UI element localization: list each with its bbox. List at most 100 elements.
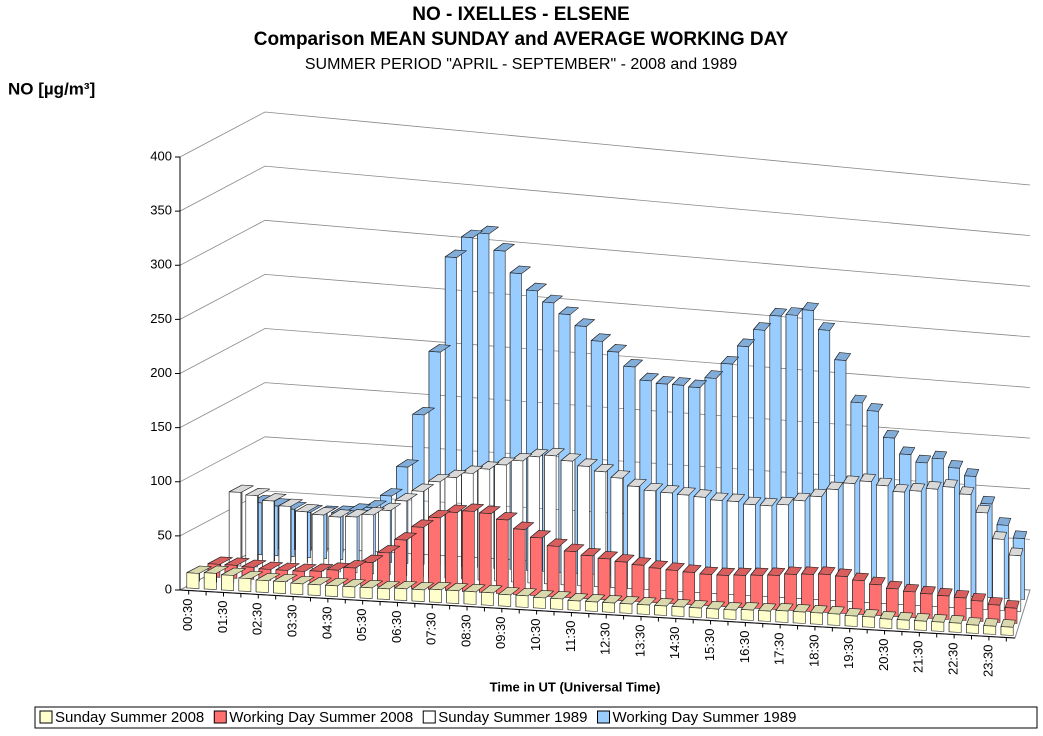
bar [262, 493, 287, 569]
bar-front [959, 493, 972, 609]
bar [479, 505, 501, 594]
bar [723, 602, 743, 620]
bar-front [295, 510, 308, 571]
bar-front [228, 491, 242, 567]
bar [688, 600, 708, 618]
bar [936, 587, 953, 620]
bar-top [736, 338, 756, 348]
bar-front [654, 605, 668, 616]
bar [810, 605, 828, 625]
bar-top [590, 333, 611, 342]
bar-front [750, 574, 763, 610]
bar [597, 550, 618, 601]
bar [295, 503, 320, 571]
x-tick-label: 00:30 [180, 599, 195, 632]
bar [844, 608, 862, 627]
bar-top [915, 454, 932, 464]
chart-subtitle: Comparison MEAN SUNDAY and AVERAGE WORKI… [254, 29, 789, 50]
bar [273, 573, 298, 594]
bar-top [996, 517, 1012, 526]
bar-top [720, 355, 740, 365]
legend-swatch [39, 710, 53, 724]
bar [529, 530, 551, 597]
x-tick-label: 15:30 [702, 629, 717, 662]
bar-front [925, 488, 939, 607]
bar-top [964, 468, 980, 477]
x-tick-label: 22:30 [946, 642, 961, 675]
x-tick-label: 21:30 [911, 640, 926, 673]
bar-front [942, 486, 955, 608]
bar-front [546, 545, 560, 598]
bar-front [325, 584, 338, 597]
bar [784, 566, 802, 612]
x-tick-label: 08:30 [458, 614, 473, 647]
x-tick-label: 18:30 [806, 634, 821, 667]
bar [577, 458, 598, 587]
bar [550, 591, 572, 610]
bar-front [909, 490, 922, 607]
bar-top [639, 372, 659, 382]
bar [801, 566, 819, 613]
bar [532, 590, 554, 609]
bar [311, 507, 336, 572]
bar [648, 560, 669, 604]
bar-front [966, 624, 979, 634]
bar [512, 521, 535, 596]
bar [495, 512, 518, 595]
bar [919, 585, 936, 619]
bar-front [902, 590, 916, 618]
bar-front [462, 510, 475, 593]
bar [953, 589, 970, 621]
y-tick-label: 350 [150, 203, 172, 218]
bar-front [723, 609, 737, 620]
bar-front [784, 573, 797, 612]
bar-front [892, 491, 905, 606]
bar-front [688, 607, 702, 618]
bar-front [859, 480, 872, 604]
bar [428, 509, 451, 591]
bar [775, 603, 794, 623]
bar [498, 586, 520, 607]
bar [987, 596, 1003, 623]
chart-subtitle-2: SUMMER PERIOD "APRIL - SEPTEMBER" - 2008… [305, 56, 737, 73]
bar-front [792, 611, 806, 624]
bar-top [785, 307, 804, 316]
bar [221, 567, 246, 591]
bar-front [699, 573, 713, 607]
bar-front [852, 579, 865, 615]
bar-top [623, 358, 643, 368]
bar [292, 563, 317, 583]
bar [665, 562, 685, 605]
bar-front [550, 597, 564, 610]
bar-top [245, 487, 271, 497]
bar-front [948, 622, 962, 633]
bar-top [228, 484, 254, 493]
bar [462, 503, 484, 593]
bar [959, 486, 975, 609]
bar-front [636, 604, 650, 615]
bar-front [495, 518, 509, 595]
bar [879, 611, 897, 629]
bar [975, 504, 991, 610]
bar-front [394, 587, 408, 601]
bar-front [480, 591, 494, 606]
bar-top [899, 446, 916, 456]
y-tick-label: 100 [150, 473, 172, 488]
bar-front [567, 600, 581, 611]
bar [835, 568, 853, 614]
bar-front [238, 577, 252, 592]
bar-top [704, 370, 724, 379]
bar [463, 583, 486, 605]
bar-front [733, 574, 746, 609]
legend-label: Working Day Summer 1989 [613, 709, 797, 726]
bar-front [463, 590, 477, 605]
bar-front [886, 587, 899, 617]
bar-front [975, 511, 988, 610]
bar [203, 565, 229, 590]
bar [902, 583, 920, 618]
bar-front [801, 573, 814, 613]
bar [619, 596, 640, 614]
bar [733, 567, 752, 609]
bar-front [597, 557, 611, 601]
